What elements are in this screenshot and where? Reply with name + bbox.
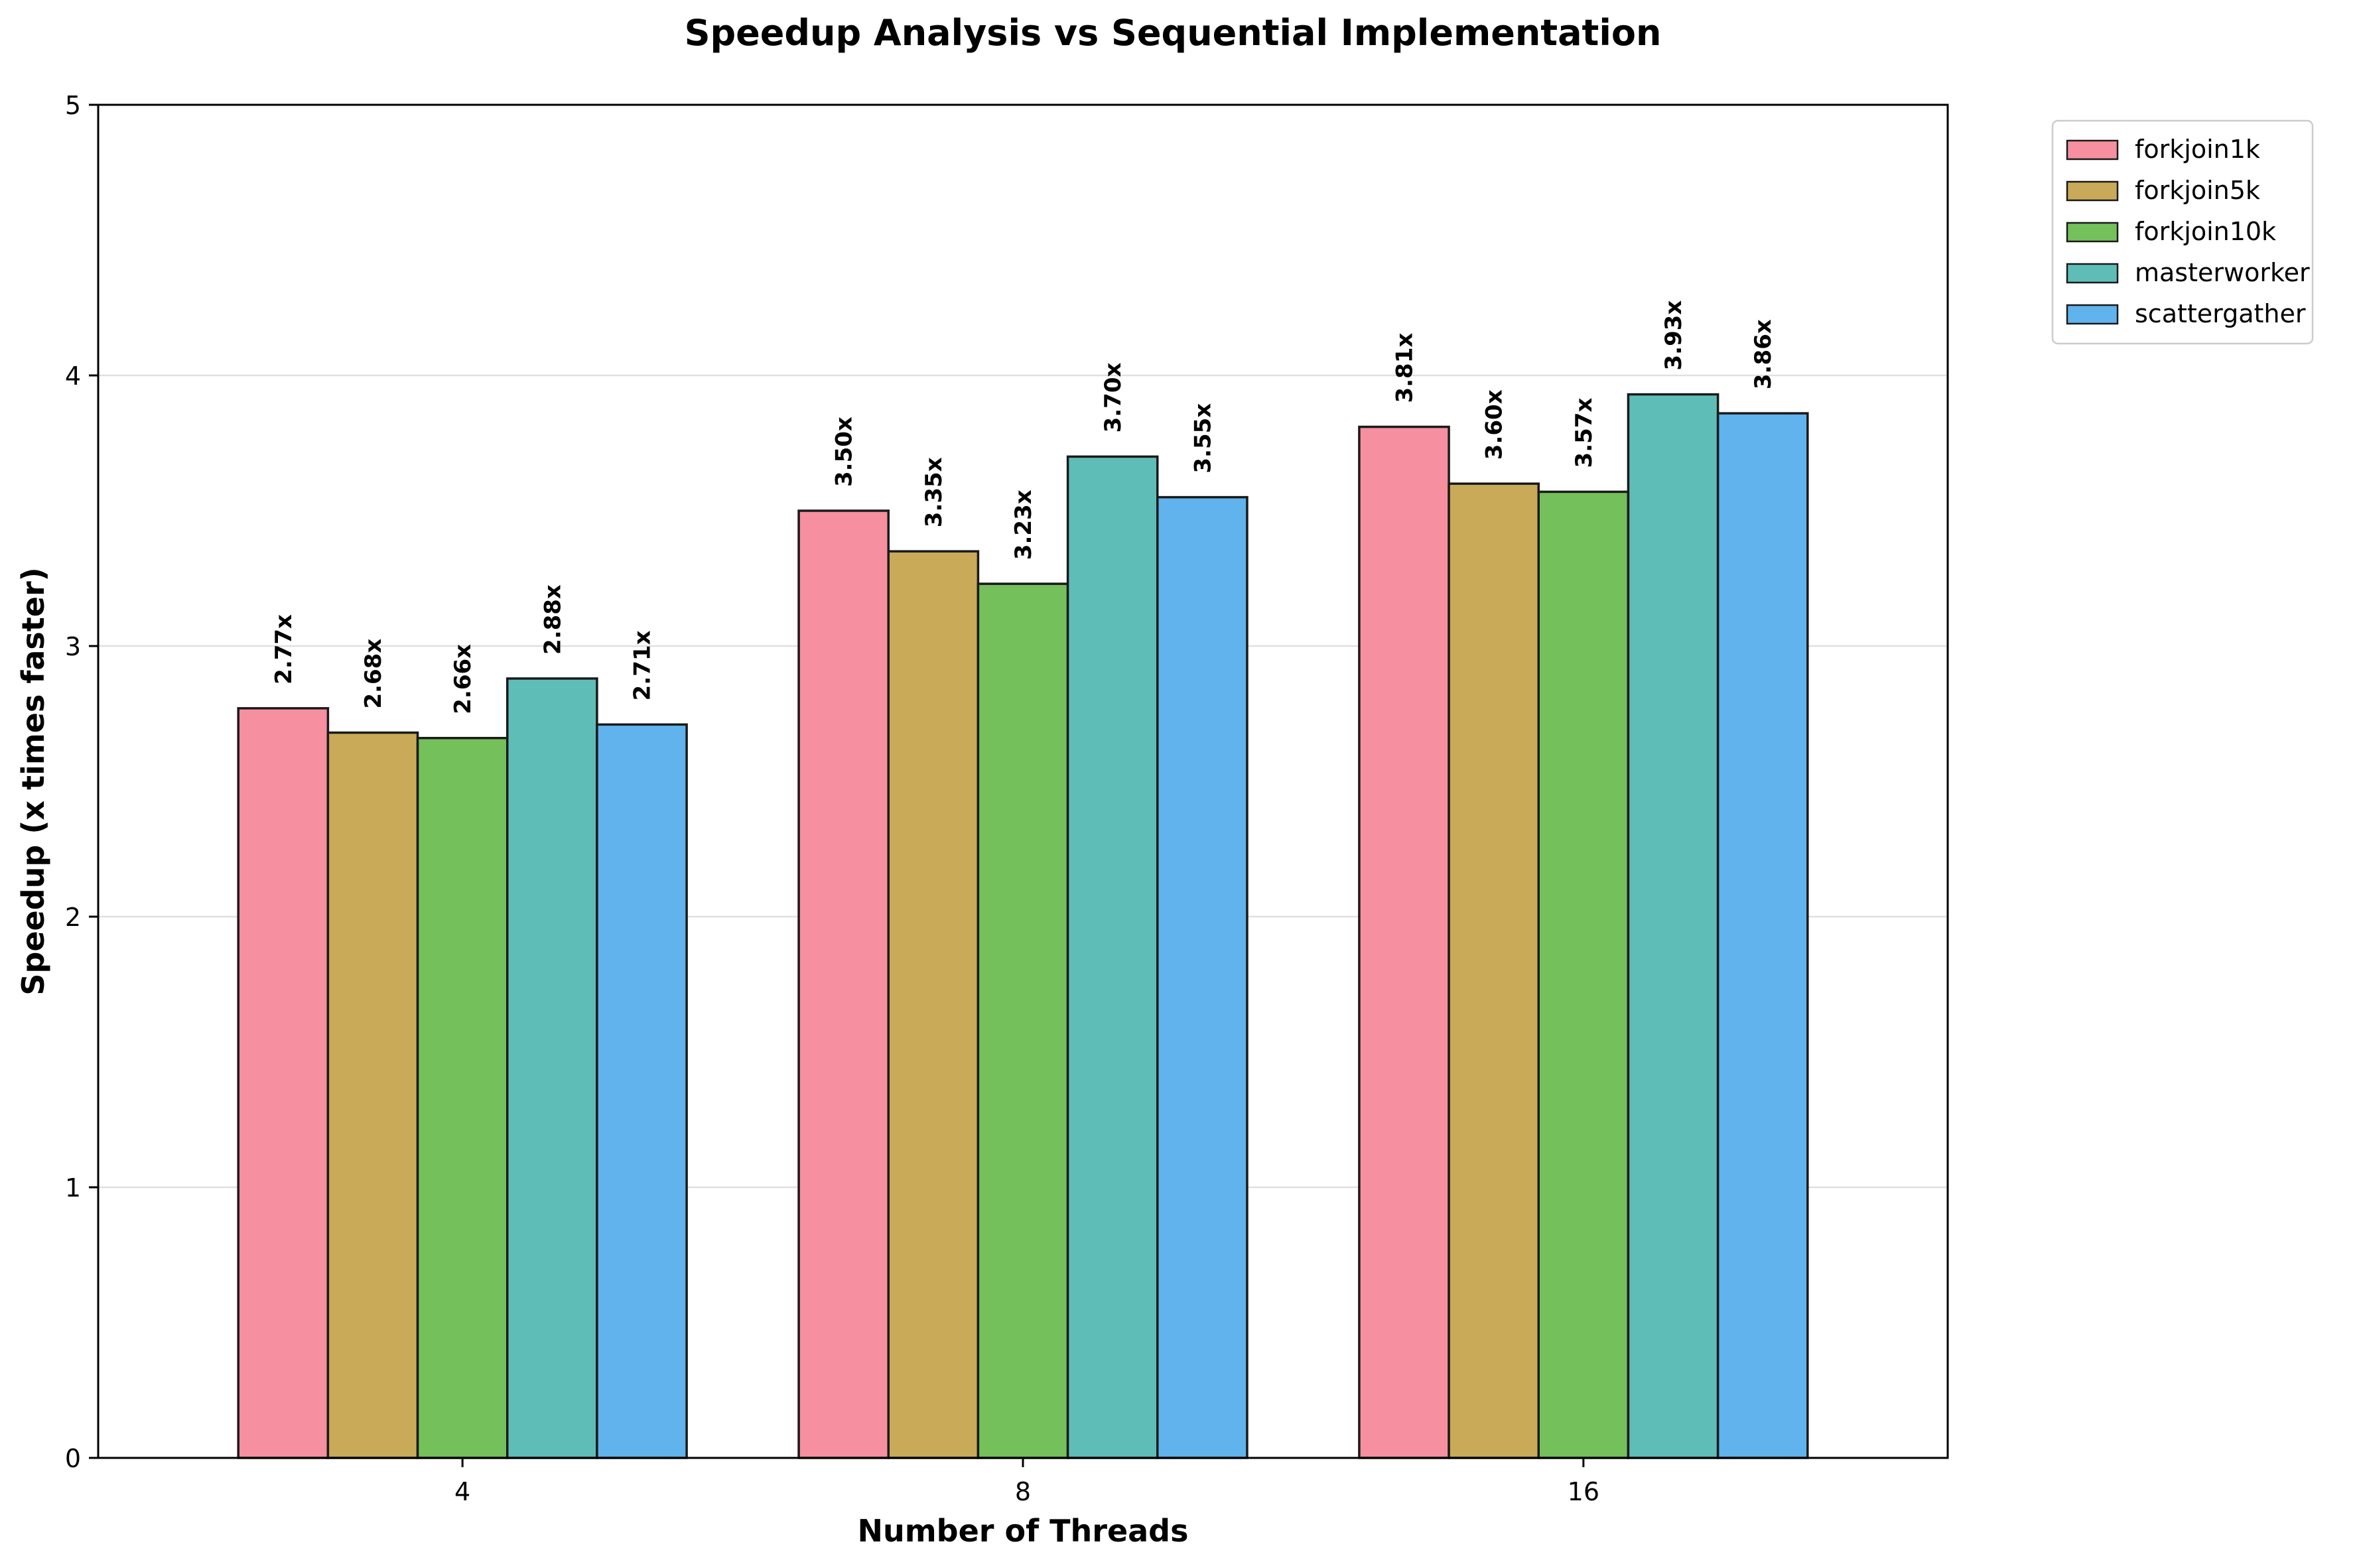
legend-label-masterworker: masterworker (2135, 258, 2310, 287)
y-tick-label: 4 (65, 361, 81, 391)
y-axis: 0 1 2 3 4 5 (65, 91, 98, 1473)
bar-value-label: 3.50x (831, 417, 858, 487)
bar-value-label: 3.55x (1189, 403, 1216, 474)
legend-swatch-masterworker (2066, 263, 2119, 284)
bar-forkjoin1k-8 (797, 509, 890, 1459)
bar-forkjoin5k-8 (887, 550, 980, 1459)
bar-forkjoin10k-4 (416, 736, 509, 1459)
bar-forkjoin5k-4 (326, 731, 419, 1459)
legend: forkjoin1k forkjoin5k forkjoin10k masterwor… (2051, 119, 2314, 345)
x-tick-label: 16 (1568, 1477, 1599, 1506)
bar-forkjoin10k-8 (977, 582, 1069, 1459)
legend-swatch-forkjoin5k (2066, 180, 2119, 202)
bars (237, 393, 1809, 1459)
legend-swatch-forkjoin10k (2066, 222, 2119, 243)
bar-value-label: 3.86x (1750, 319, 1777, 389)
bar-masterworker-8 (1066, 455, 1159, 1459)
x-tick-label: 4 (454, 1477, 470, 1506)
bar-value-label: 2.68x (360, 639, 387, 709)
bar-forkjoin1k-4 (237, 707, 330, 1459)
y-tick-label: 5 (65, 91, 81, 120)
bar-scattergather-16 (1716, 412, 1809, 1459)
bar-scattergather-4 (596, 723, 688, 1459)
bar-value-label: 3.57x (1571, 398, 1597, 468)
y-axis-label: Speedup (x times faster) (15, 567, 51, 995)
bar-value-label: 3.81x (1391, 333, 1418, 403)
x-tick-label: 8 (1015, 1477, 1031, 1506)
legend-label-forkjoin10k: forkjoin10k (2135, 217, 2276, 246)
bar-value-labels: 2.77x 3.50x 3.81x 2.68x 3.35x 3.60x 2.66x 3.23x… (271, 300, 1777, 714)
legend-swatch-scattergather (2066, 304, 2119, 325)
bar-scattergather-8 (1156, 495, 1249, 1459)
y-tick-label: 1 (65, 1173, 81, 1203)
bar-forkjoin1k-16 (1358, 425, 1450, 1459)
bar-value-label: 2.71x (630, 630, 656, 700)
bar-value-label: 3.60x (1481, 389, 1508, 460)
bar-value-label: 2.66x (450, 644, 476, 714)
bar-value-label: 3.93x (1660, 300, 1687, 371)
y-tick-label: 2 (65, 903, 81, 932)
legend-box (2051, 119, 2314, 345)
chart-title: Speedup Analysis vs Sequential Implement… (685, 12, 1662, 54)
bar-forkjoin10k-16 (1537, 490, 1630, 1459)
legend-label-scattergather: scattergather (2135, 299, 2306, 328)
legend-label-forkjoin5k: forkjoin5k (2135, 176, 2260, 205)
bar-masterworker-16 (1627, 393, 1720, 1459)
bar-value-label: 2.77x (271, 614, 297, 685)
bar-masterworker-4 (506, 677, 598, 1459)
y-tick-label: 0 (65, 1444, 81, 1473)
y-tick-label: 3 (65, 632, 81, 661)
bar-value-label: 3.70x (1100, 363, 1126, 433)
x-axis-label: Number of Threads (858, 1513, 1189, 1549)
bar-value-label: 3.23x (1010, 490, 1037, 560)
legend-label-forkjoin1k: forkjoin1k (2135, 135, 2260, 164)
bar-value-label: 3.35x (921, 457, 947, 527)
bar-value-label: 2.88x (539, 584, 566, 655)
bar-forkjoin5k-16 (1448, 482, 1540, 1459)
legend-swatch-forkjoin1k (2066, 139, 2119, 161)
x-axis: 4 8 16 (454, 1458, 1599, 1506)
